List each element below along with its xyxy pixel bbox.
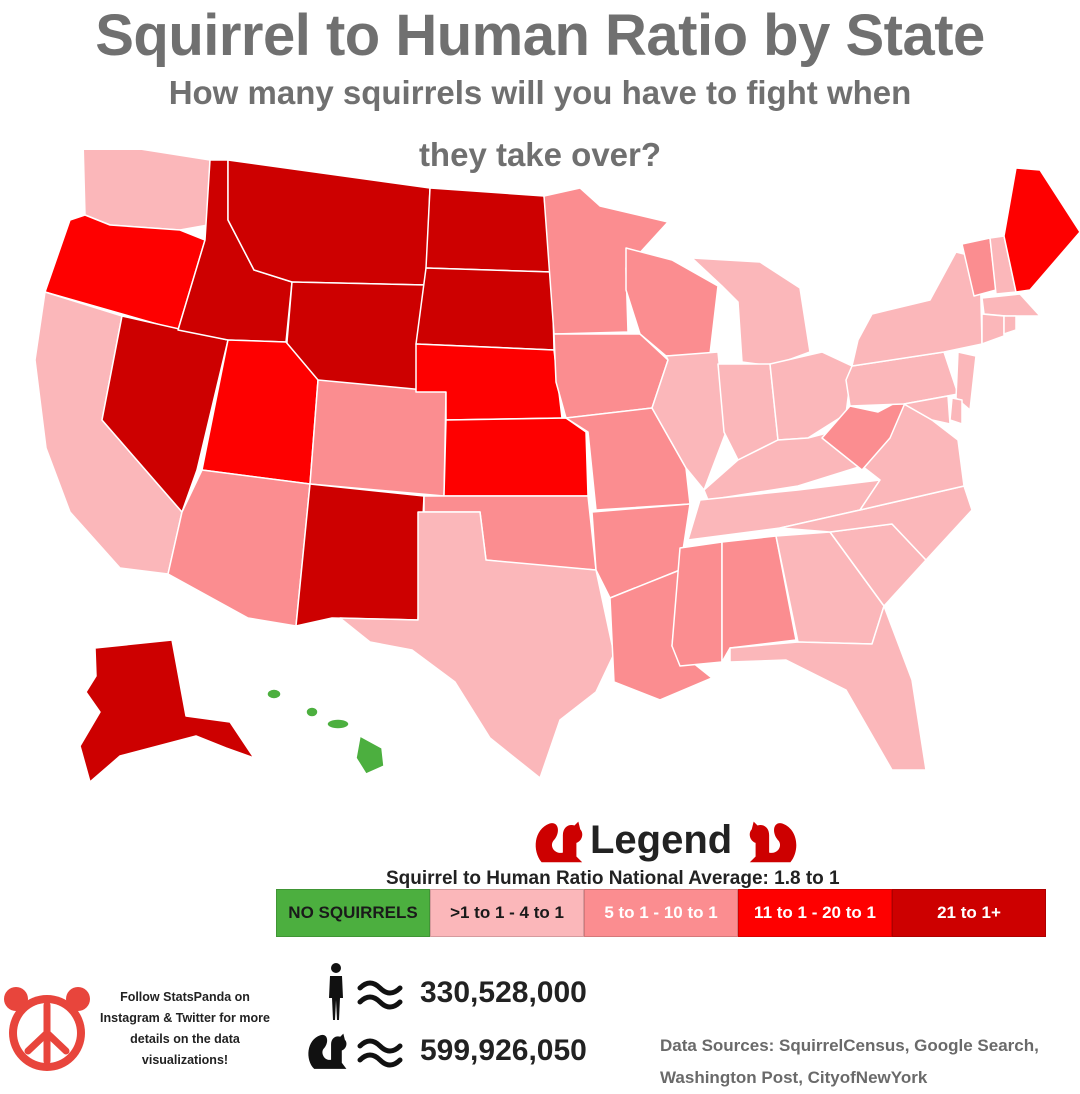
state-TX[interactable] <box>339 511 615 779</box>
state-ME[interactable] <box>1003 167 1080 293</box>
squirrel-icon <box>308 1033 347 1069</box>
squirrel-icon <box>535 821 583 863</box>
state-CO[interactable] <box>309 379 447 497</box>
state-MS[interactable] <box>671 541 723 667</box>
page-subtitle: How many squirrels will you have to figh… <box>168 74 912 173</box>
squirrel-icon <box>749 821 797 863</box>
us-state-map <box>34 150 1080 783</box>
state-NY[interactable] <box>851 251 983 367</box>
approx-icon <box>357 980 403 1010</box>
approx-icon <box>357 1038 403 1068</box>
state-NC[interactable] <box>779 485 973 561</box>
state-AK[interactable] <box>79 639 255 783</box>
state-IA[interactable] <box>553 333 669 419</box>
legend-header: Legend <box>530 812 810 872</box>
legend-title: Legend <box>590 818 733 862</box>
state-MT[interactable] <box>227 159 431 286</box>
statspanda-logo <box>4 987 90 1071</box>
human-count: 330,528,000 <box>420 976 587 1009</box>
state-DE[interactable] <box>949 397 963 425</box>
national-average: Squirrel to Human Ratio National Average… <box>386 868 840 889</box>
state-MA[interactable] <box>981 293 1041 317</box>
state-WA[interactable] <box>82 150 211 231</box>
state-KS[interactable] <box>443 417 589 497</box>
follow-text: Follow StatsPanda on Instagram & Twitter… <box>100 990 270 1067</box>
legend-bin-5-10: 5 to 1 - 10 to 1 <box>584 889 738 937</box>
state-AL[interactable] <box>721 535 797 663</box>
state-ND[interactable] <box>425 187 553 273</box>
state-MD[interactable] <box>903 395 951 425</box>
data-sources: Data Sources: SquirrelCensus, Google Sea… <box>660 1036 1039 1087</box>
state-SD[interactable] <box>415 267 555 351</box>
state-CT[interactable] <box>981 313 1005 345</box>
state-NJ[interactable] <box>955 351 977 411</box>
squirrel-count: 599,926,050 <box>420 1034 587 1067</box>
state-FL[interactable] <box>729 605 927 771</box>
legend-bin-21-plus: 21 to 1+ <box>892 889 1046 937</box>
legend-bin-11-20: 11 to 1 - 20 to 1 <box>738 889 892 937</box>
state-HI[interactable] <box>266 688 385 775</box>
legend-bin-no-squirrels: NO SQUIRRELS <box>276 889 430 937</box>
state-NM[interactable] <box>295 483 425 627</box>
page-title: Squirrel to Human Ratio by State <box>95 3 985 68</box>
person-icon <box>329 963 343 1020</box>
legend-bins: NO SQUIRRELS >1 to 1 - 4 to 1 5 to 1 - 1… <box>276 889 1046 937</box>
state-RI[interactable] <box>1003 315 1017 335</box>
legend-bin-1-4: >1 to 1 - 4 to 1 <box>430 889 584 937</box>
